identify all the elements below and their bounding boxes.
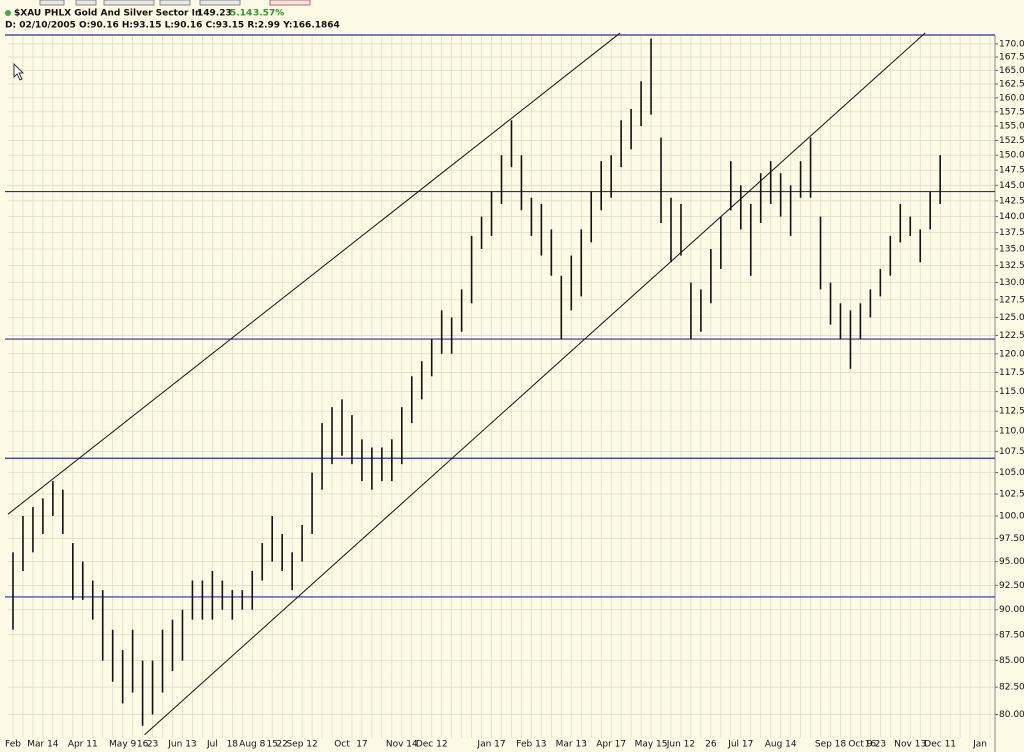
y-tick-label: 102.50: [999, 490, 1024, 500]
y-tick-label: 137.50: [999, 228, 1024, 238]
x-tick-label: Aug 14: [765, 740, 797, 750]
y-tick-label: 120.00: [999, 349, 1024, 359]
y-tick-label: 115.00: [999, 387, 1024, 397]
y-tick-label: 97.50: [999, 534, 1024, 544]
x-tick-label: Sep 18: [815, 740, 847, 750]
bar-details: D: 02/10/2005 O:90.16 H:93.15 L:90.16 C:…: [5, 21, 340, 31]
x-tick-label: Jul 17: [727, 740, 753, 750]
x-tick-label: Oct 9: [848, 740, 872, 750]
y-tick-label: 90.00: [999, 605, 1024, 615]
y-tick-label: 167.50: [999, 53, 1024, 63]
x-tick-label: Jan: [972, 740, 987, 750]
y-tick-label: 112.50: [999, 407, 1024, 417]
toolbar-button[interactable]: [103, 0, 155, 6]
x-tick-label: Dec 12: [416, 740, 448, 750]
mouse-cursor: [13, 63, 24, 81]
x-tick-label: Jul: [206, 740, 218, 750]
y-tick-label: 95.00: [999, 557, 1024, 567]
x-tick-label: 22: [276, 740, 287, 750]
x-tick-label: 16: [865, 740, 877, 750]
x-tick-label: Sep 12: [286, 740, 317, 750]
x-tick-label: Nov 13: [894, 740, 926, 750]
y-tick-label: 92.50: [999, 581, 1024, 591]
symbol: $XAU PHLX Gold And Silver Sector In: [14, 9, 201, 19]
x-tick-label: Jan 17: [476, 740, 505, 750]
last-price: 149.23: [197, 9, 232, 19]
y-tick-label: 170.00: [999, 39, 1024, 49]
x-tick-label: Jun 12: [666, 740, 695, 750]
y-tick-label: 150.00: [999, 151, 1024, 161]
y-tick-label: 107.50: [999, 447, 1024, 457]
x-tick-label: 15: [266, 740, 277, 750]
x-tick-label: 17: [356, 740, 367, 750]
x-tick-label: Feb: [5, 740, 21, 750]
toolbar-button[interactable]: [199, 0, 241, 6]
x-tick-label: Feb 13: [516, 740, 546, 750]
toolbar-button[interactable]: [75, 0, 97, 6]
x-tick-label: Aug 8: [239, 740, 265, 750]
toolbar-button[interactable]: [39, 0, 65, 6]
y-tick-label: 165.00: [999, 66, 1024, 76]
y-tick-label: 85.00: [999, 656, 1024, 666]
y-tick-label: 132.50: [999, 261, 1024, 271]
y-tick-label: 105.00: [999, 468, 1024, 478]
y-tick-label: 160.00: [999, 93, 1024, 103]
y-tick-label: 122.50: [999, 331, 1024, 341]
y-tick-label: 147.50: [999, 166, 1024, 176]
x-tick-label: Mar 14: [27, 740, 59, 750]
x-tick-label: Dec 11: [924, 740, 956, 750]
y-tick-label: 117.50: [999, 368, 1024, 378]
x-tick-label: Nov 14: [386, 740, 418, 750]
change: 5.14: [230, 9, 252, 19]
y-tick-label: 80.00: [999, 710, 1024, 720]
y-tick-label: 142.50: [999, 196, 1024, 206]
x-tick-label: 23: [875, 740, 886, 750]
y-tick-label: 152.50: [999, 136, 1024, 146]
trendline: [144, 32, 926, 736]
y-tick-label: 155.00: [999, 122, 1024, 132]
status-icon: [5, 10, 11, 16]
y-tick-label: 145.00: [999, 181, 1024, 191]
y-tick-label: 130.00: [999, 278, 1024, 288]
x-tick-label: 16: [137, 740, 149, 750]
change-pct: 3.57%: [253, 9, 284, 19]
y-tick-label: 100.00: [999, 511, 1024, 521]
y-tick-label: 82.50: [999, 683, 1024, 693]
x-tick-label: Apr 17: [596, 740, 626, 750]
y-tick-label: 87.50: [999, 630, 1024, 640]
toolbar-button[interactable]: [269, 0, 311, 6]
x-tick-label: Jun 13: [167, 740, 196, 750]
x-tick-label: May 15: [635, 740, 668, 750]
y-tick-label: 127.50: [999, 295, 1024, 305]
y-tick-label: 140.00: [999, 212, 1024, 222]
x-tick-label: 26: [705, 740, 717, 750]
x-tick-label: 18: [227, 740, 239, 750]
x-tick-label: Mar 13: [556, 740, 587, 750]
y-tick-label: 110.00: [999, 427, 1024, 437]
x-tick-label: Oct: [334, 740, 350, 750]
y-tick-label: 157.50: [999, 107, 1024, 117]
y-tick-label: 135.00: [999, 244, 1024, 254]
y-tick-label: 125.00: [999, 313, 1024, 323]
toolbar-button[interactable]: [159, 0, 191, 6]
trendline: [7, 32, 621, 515]
x-tick-label: 23: [147, 740, 158, 750]
x-tick-label: Apr 11: [68, 740, 98, 750]
x-tick-label: May 9: [109, 740, 136, 750]
y-tick-label: 162.50: [999, 79, 1024, 89]
